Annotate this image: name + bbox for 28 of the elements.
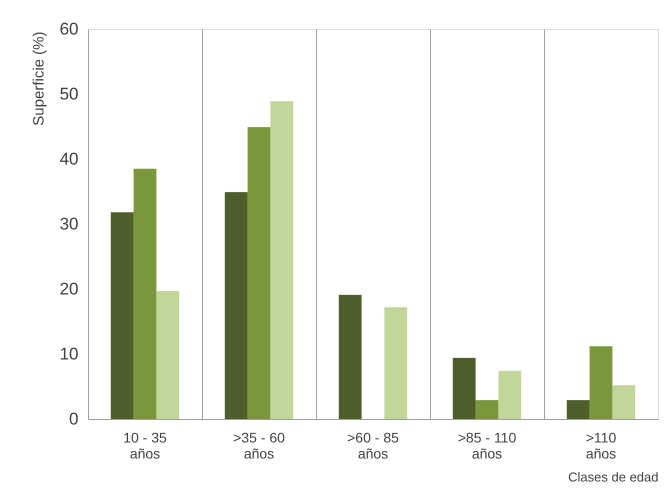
x-tick-label: >85 - 110 años	[458, 430, 516, 462]
y-tick-label: 40	[60, 150, 78, 168]
y-tick-label: 60	[60, 20, 78, 38]
bar	[338, 294, 362, 419]
bar	[270, 101, 294, 419]
bar	[452, 358, 476, 419]
bar	[134, 168, 156, 419]
bar	[612, 385, 636, 419]
bar	[224, 192, 248, 419]
bar	[248, 127, 270, 419]
bar	[110, 212, 134, 419]
bar	[498, 370, 522, 419]
x-axis-title: Clases de edad	[568, 470, 658, 484]
x-tick-label: >35 - 60 años	[233, 430, 286, 462]
y-tick-label: 20	[60, 280, 78, 298]
y-tick-label: 10	[60, 344, 78, 364]
x-tick-label: >110 años	[586, 430, 616, 462]
bar	[384, 307, 408, 419]
bar	[156, 290, 180, 419]
y-tick-label: 50	[60, 84, 78, 104]
bar	[566, 400, 590, 419]
y-tick-label: 0	[69, 410, 78, 428]
bar	[476, 400, 498, 419]
y-tick-label: 30	[60, 214, 78, 234]
x-tick-label: >60 - 85 años	[347, 430, 400, 462]
y-axis-title: Superficie (%)	[30, 32, 48, 126]
bar	[590, 346, 612, 419]
x-tick-label: 10 - 35 años	[123, 430, 168, 462]
